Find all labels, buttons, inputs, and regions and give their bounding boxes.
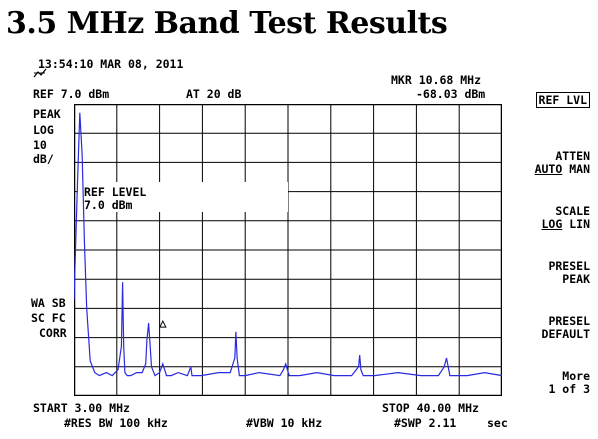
marker-symbol	[159, 319, 167, 328]
atten-man-option: MAN	[569, 162, 590, 176]
timestamp: 13:54:10 MAR 08, 2011	[38, 57, 184, 71]
sweep-time: #SWP 2.11	[394, 416, 457, 430]
presel-default-line2: DEFAULT	[541, 327, 590, 341]
flag-corr: CORR	[39, 326, 67, 340]
marker-level-readout: -68.03 dBm	[416, 87, 486, 101]
ref-lvl-label: REF LVL	[535, 92, 590, 108]
atten-options: AUTO MAN	[535, 163, 590, 176]
spectrum-trace	[74, 112, 502, 377]
marker-frequency-readout: MKR 10.68 MHz	[391, 73, 482, 87]
video-bandwidth: #VBW 10 kHz	[246, 416, 323, 430]
more-line2: 1 of 3	[548, 382, 590, 396]
flag-sc-fc: SC FC	[31, 311, 66, 325]
more-line1: More	[562, 369, 590, 383]
scale-log-option: LOG	[541, 217, 563, 231]
presel-peak-line2: PEAK	[562, 272, 590, 286]
softkey-presel-peak[interactable]: PRESEL PEAK	[548, 260, 590, 286]
softkey-presel-default[interactable]: PRESEL DEFAULT	[542, 315, 590, 341]
scale-value-label: 10	[33, 138, 47, 152]
sweep-time-unit: sec	[487, 416, 508, 430]
softkey-scale[interactable]: SCALE LOG LIN	[542, 205, 591, 231]
softkey-atten[interactable]: ATTEN AUTO MAN	[535, 150, 590, 176]
spectrum-display	[74, 104, 502, 396]
presel-default-line1: PRESEL	[548, 314, 590, 328]
scale-options: LOG LIN	[542, 218, 591, 231]
softkey-more[interactable]: More 1 of 3	[548, 370, 590, 396]
ref-level-overlay-value: 7.0 dBm	[84, 198, 133, 212]
scale-type-label: LOG	[33, 123, 54, 137]
ref-level-overlay-title: REF LEVEL	[84, 185, 147, 199]
atten-title: ATTEN	[555, 149, 590, 163]
scale-unit-label: dB/	[33, 152, 54, 166]
stop-frequency: STOP 40.00 MHz	[382, 401, 479, 415]
detector-label: PEAK	[33, 107, 61, 121]
ref-level-overlay-backing	[78, 182, 288, 212]
ref-level-readout: REF 7.0 dBm	[33, 87, 110, 101]
softkey-ref-lvl[interactable]: REF LVL	[535, 92, 590, 108]
attenuation-readout: AT 20 dB	[186, 87, 242, 101]
flag-wa-sb: WA SB	[31, 296, 66, 310]
presel-peak-line1: PRESEL	[548, 259, 590, 273]
scale-title: SCALE	[555, 204, 590, 218]
scale-lin-option: LIN	[569, 217, 590, 231]
trace-icon	[33, 68, 47, 78]
resolution-bandwidth: #RES BW 100 kHz	[64, 416, 168, 430]
atten-auto-option: AUTO	[534, 162, 563, 176]
start-frequency: START 3.00 MHz	[33, 401, 130, 415]
page-title: 3.5 MHz Band Test Results	[6, 6, 448, 41]
marker-diamond	[159, 319, 167, 328]
